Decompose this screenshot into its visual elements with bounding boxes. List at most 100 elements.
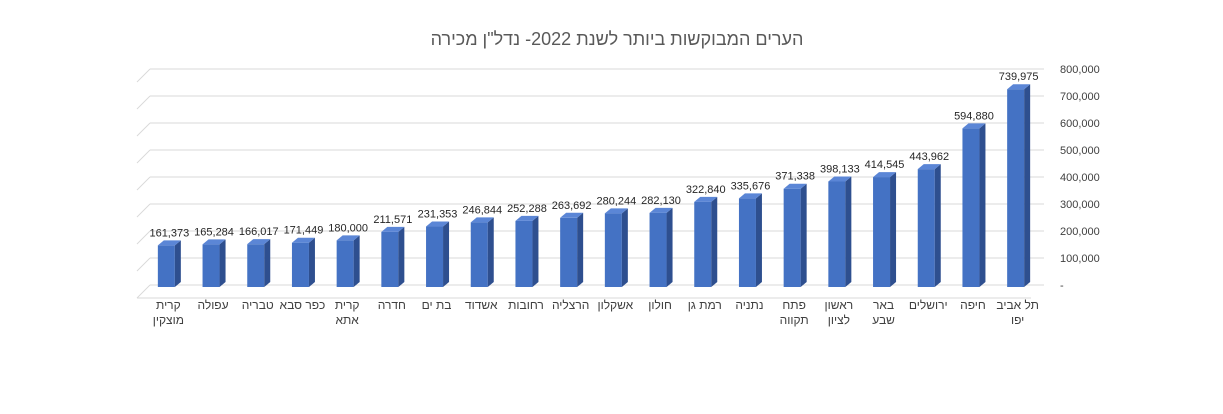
bar-front — [873, 177, 891, 287]
y-tick-label: 700,000 — [1060, 91, 1100, 103]
bar — [426, 221, 450, 287]
bar-top — [738, 193, 762, 199]
bar — [962, 123, 986, 287]
bar-side — [398, 226, 405, 287]
bar-side — [443, 221, 450, 287]
category-label: אשקלון — [597, 298, 633, 312]
bar — [649, 207, 673, 287]
bar-top — [560, 212, 584, 218]
bar-side — [308, 237, 315, 287]
bar-front — [828, 181, 846, 287]
bar — [247, 239, 271, 287]
category-label: נתניה — [735, 298, 763, 312]
category-label: חולון — [648, 298, 672, 312]
bar-front — [962, 128, 980, 287]
data-label: 282,130 — [641, 195, 681, 207]
category-label: רחובות — [508, 298, 544, 312]
bar-front — [783, 188, 801, 287]
bar — [515, 215, 539, 287]
data-label: 171,449 — [284, 225, 324, 237]
data-label: 443,962 — [909, 151, 949, 163]
y-tick-label: 400,000 — [1060, 172, 1100, 184]
category-label: ירושלים — [909, 298, 948, 312]
data-label: 166,017 — [239, 226, 279, 238]
bar-top — [649, 207, 673, 213]
bar — [694, 196, 718, 287]
category-label: באר — [873, 298, 894, 312]
data-label: 280,244 — [596, 195, 636, 207]
bar — [336, 235, 360, 287]
category-label: כפר סבא — [280, 298, 326, 312]
y-tick-label: 300,000 — [1060, 199, 1100, 211]
category-label: אשדוד — [465, 298, 498, 312]
bar-top — [515, 215, 539, 221]
bar-side — [621, 208, 628, 287]
data-label: 322,840 — [686, 184, 726, 196]
gridline-depth — [136, 149, 151, 164]
category-label: עפולה — [197, 298, 228, 312]
bar-top — [828, 176, 852, 182]
gridline-depth — [136, 230, 151, 245]
category-label: חדרה — [378, 298, 406, 312]
data-label: 246,844 — [462, 204, 502, 216]
bar-front — [738, 198, 756, 287]
category-label: תקווה — [780, 313, 809, 327]
bar — [783, 183, 807, 287]
bar — [381, 226, 405, 287]
bar-side — [934, 164, 941, 287]
bar-front — [694, 201, 712, 287]
bar-top — [1007, 84, 1031, 90]
y-tick-label: - — [1060, 280, 1064, 292]
data-label: 398,133 — [820, 164, 860, 176]
gridline-depth — [136, 176, 151, 191]
category-label: קרית — [156, 298, 181, 312]
bar — [917, 164, 941, 287]
bar — [202, 239, 226, 287]
bar-side — [219, 239, 226, 287]
bar — [873, 172, 897, 287]
bar-front — [1007, 89, 1025, 287]
gridline-depth — [136, 203, 151, 218]
category-label: לציון — [828, 313, 850, 327]
bar-front — [649, 212, 667, 287]
bar-top — [336, 235, 360, 241]
bar-top — [381, 226, 405, 232]
bar-front — [202, 244, 220, 287]
category-label: חיפה — [960, 298, 986, 312]
bar — [157, 240, 181, 287]
data-label: 180,000 — [328, 222, 368, 234]
y-tick-label: 200,000 — [1060, 226, 1100, 238]
bar-side — [755, 193, 762, 287]
bar-side — [353, 235, 360, 287]
y-tick-label: 600,000 — [1060, 118, 1100, 130]
gridlines — [136, 68, 1044, 299]
bar-top — [962, 123, 986, 129]
bar-front — [515, 220, 533, 287]
bars — [157, 84, 1031, 287]
y-axis-ticks: - 100,000 200,000 300,000 400,000 500,000 600,… — [1060, 64, 1100, 292]
bar-top — [247, 239, 271, 245]
bar-front — [247, 244, 265, 287]
bar-top — [917, 164, 941, 170]
bar-top — [783, 183, 807, 189]
bar-side — [890, 172, 897, 287]
data-label: 371,338 — [775, 171, 815, 183]
bar — [560, 212, 584, 287]
y-tick-label: 500,000 — [1060, 145, 1100, 157]
bar — [291, 237, 315, 287]
bar-side — [577, 212, 584, 287]
bar-top — [470, 217, 494, 223]
category-label: יפו — [1011, 313, 1024, 327]
bar-top — [694, 196, 718, 202]
bar-front — [381, 231, 399, 287]
gridline-depth — [136, 68, 151, 83]
category-label: ראשון — [824, 298, 853, 312]
bar — [828, 176, 852, 287]
data-labels: 161,373 165,284 166,017 171,449 180,000 211,5… — [149, 71, 1038, 239]
data-label: 414,545 — [865, 159, 905, 171]
category-label: פתח — [782, 298, 806, 312]
category-label: אתא — [335, 313, 359, 327]
data-label: 252,288 — [507, 203, 547, 215]
